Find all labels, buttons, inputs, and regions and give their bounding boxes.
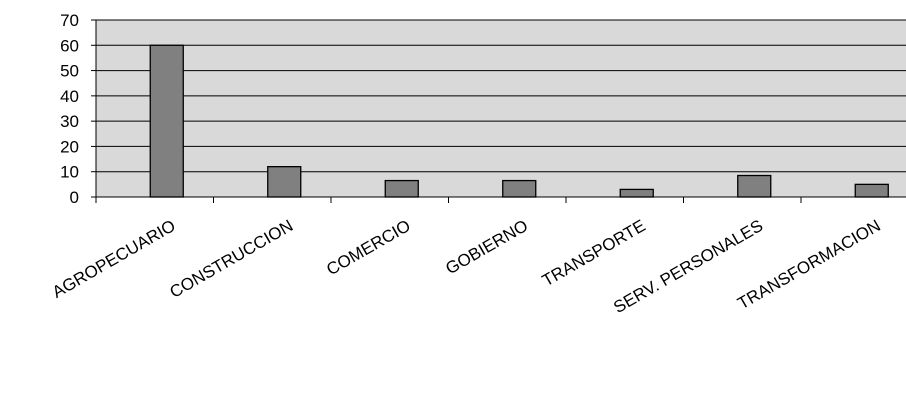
bar-serv-personales [737, 174, 772, 198]
gridlines [96, 19, 906, 173]
y-tick-label: 60 [60, 36, 79, 55]
category-label: TRANSPORTE [539, 216, 649, 290]
category-label: AGROPECUARIO [49, 216, 179, 302]
axes [91, 19, 906, 203]
plot-area [96, 20, 906, 197]
bar-gobierno [502, 179, 537, 198]
category-label: COMERCIO [323, 216, 413, 279]
bar-transformacion [854, 183, 889, 198]
y-tick-labels: 0 10 20 30 40 50 60 70 [60, 11, 79, 207]
y-tick-label: 70 [60, 11, 79, 30]
y-tick-label: 30 [60, 112, 79, 131]
y-tick-label: 10 [60, 163, 79, 182]
category-label: CONSTRUCCION [167, 216, 297, 302]
bar-agropecuario [149, 44, 184, 198]
y-tick-label: 40 [60, 87, 79, 106]
bar-construccion [267, 166, 302, 198]
y-tick-label: 0 [70, 188, 79, 207]
y-tick-label: 50 [60, 62, 79, 81]
bar-comercio [384, 179, 419, 198]
category-label: GOBIERNO [442, 216, 531, 278]
bar-transporte [619, 188, 654, 198]
y-tick-label: 20 [60, 137, 79, 156]
